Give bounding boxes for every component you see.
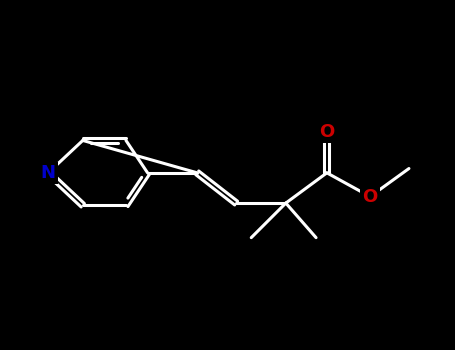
Text: O: O — [319, 123, 334, 141]
Text: O: O — [363, 188, 378, 205]
Text: N: N — [40, 164, 56, 182]
